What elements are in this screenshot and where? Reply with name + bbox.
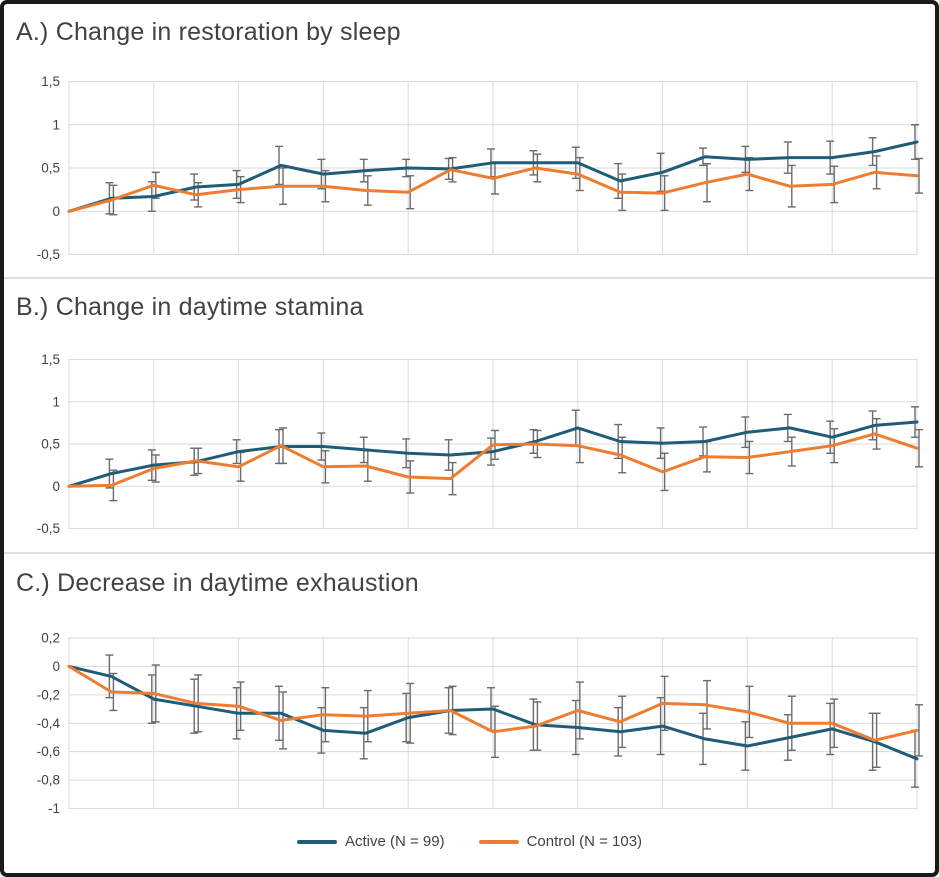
panel-c-chart: 0,2 0 -0,2 -0,4 -0,6 -0,8 -1	[37, 631, 923, 816]
svg-text:-1: -1	[48, 801, 60, 816]
panel-separator	[4, 277, 935, 279]
svg-text:0,2: 0,2	[41, 631, 60, 646]
panel-b-title: B.) Change in daytime stamina	[16, 293, 364, 321]
legend-item-active: Active (N = 99)	[296, 833, 445, 850]
svg-text:-0,8: -0,8	[37, 773, 60, 788]
svg-text:-0,4: -0,4	[37, 716, 61, 731]
legend: Active (N = 99) Control (N = 103)	[4, 833, 935, 850]
svg-text:0,5: 0,5	[41, 437, 60, 452]
panel-a-chart: 1,5 1 0,5 0 -0,5	[37, 74, 923, 262]
control-line-swatch	[478, 839, 519, 844]
legend-label-active: Active (N = 99)	[344, 833, 445, 850]
active-line-swatch	[296, 839, 337, 844]
svg-text:0,5: 0,5	[41, 161, 60, 176]
svg-text:0: 0	[52, 659, 60, 674]
svg-text:1: 1	[52, 394, 60, 409]
panel-c-title: C.) Decrease in daytime exhaustion	[16, 569, 419, 597]
panel-a-title: A.) Change in restoration by sleep	[16, 18, 401, 46]
svg-text:1,5: 1,5	[41, 74, 60, 89]
svg-text:0: 0	[52, 479, 60, 494]
panel-b-chart: 1,5 1 0,5 0 -0,5	[37, 352, 923, 536]
legend-label-control: Control (N = 103)	[526, 833, 643, 850]
svg-text:-0,5: -0,5	[37, 247, 60, 262]
svg-text:1,5: 1,5	[41, 352, 60, 367]
legend-item-control: Control (N = 103)	[478, 833, 643, 850]
svg-text:-0,6: -0,6	[37, 744, 60, 759]
svg-text:-0,5: -0,5	[37, 521, 60, 536]
panel-separator	[4, 552, 935, 554]
svg-text:-0,2: -0,2	[37, 687, 60, 702]
svg-text:0: 0	[52, 204, 60, 219]
svg-text:1: 1	[52, 117, 60, 132]
